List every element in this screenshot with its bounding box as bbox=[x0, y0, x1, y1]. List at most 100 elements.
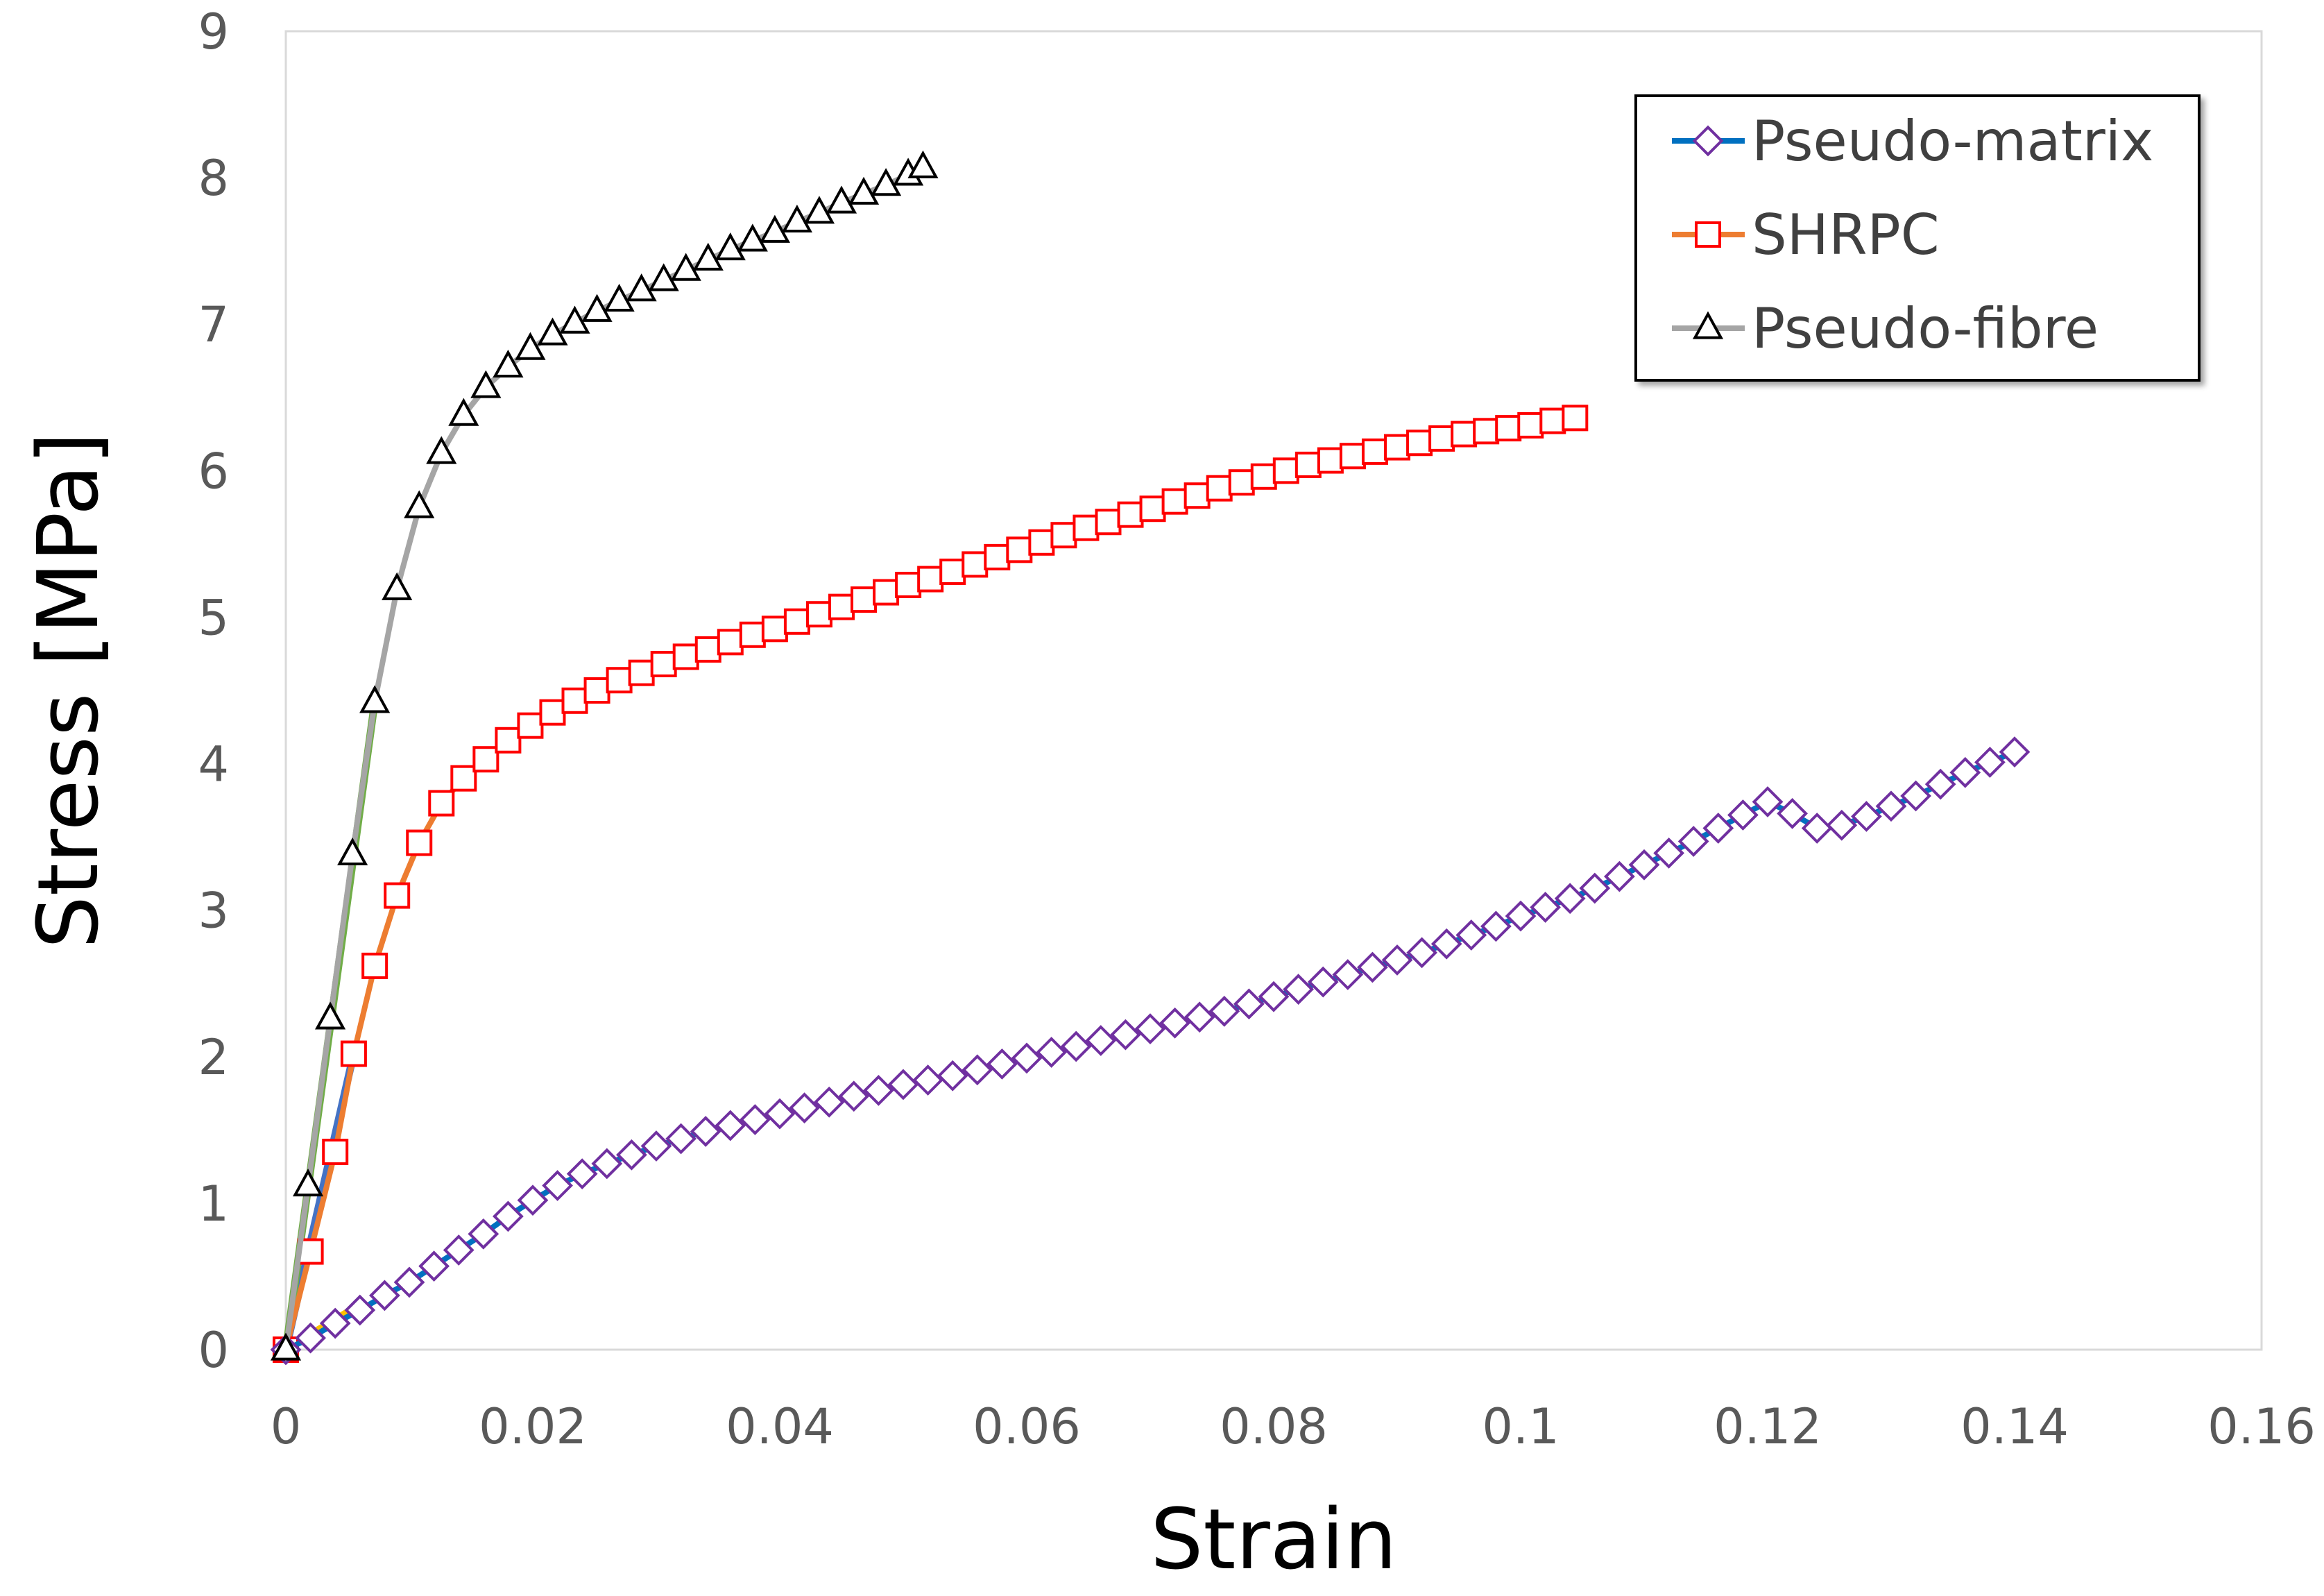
data-point bbox=[694, 636, 721, 663]
data-point bbox=[962, 551, 989, 578]
data-point bbox=[1480, 910, 1512, 942]
data-point bbox=[1233, 988, 1265, 1020]
data-point bbox=[789, 1092, 820, 1124]
x-tick-label: 0.04 bbox=[726, 1398, 834, 1455]
data-point bbox=[1451, 421, 1478, 448]
data-point bbox=[1073, 514, 1100, 541]
data-point bbox=[761, 616, 788, 643]
data-point bbox=[1752, 786, 1784, 817]
data-point bbox=[561, 687, 588, 714]
data-point bbox=[517, 1185, 549, 1216]
data-point bbox=[591, 1148, 623, 1180]
data-point bbox=[690, 1116, 721, 1147]
data-point bbox=[1159, 1007, 1190, 1039]
data-point bbox=[1307, 966, 1339, 998]
legend-label: SHRPC bbox=[1752, 203, 1940, 267]
data-point bbox=[1604, 860, 1635, 892]
data-point bbox=[616, 1139, 647, 1171]
y-tick-label: 1 bbox=[198, 1175, 229, 1232]
data-point bbox=[1095, 509, 1122, 536]
data-point bbox=[515, 332, 546, 360]
data-point bbox=[361, 952, 388, 979]
data-point bbox=[986, 1048, 1018, 1080]
data-point bbox=[1384, 434, 1410, 461]
data-point bbox=[314, 1001, 346, 1030]
data-point bbox=[295, 1322, 326, 1354]
data-point bbox=[670, 253, 701, 281]
data-point bbox=[912, 1064, 943, 1096]
data-point bbox=[984, 543, 1011, 570]
data-point bbox=[537, 317, 568, 346]
data-point bbox=[1727, 799, 1759, 831]
data-point bbox=[418, 1250, 450, 1282]
y-tick-label: 7 bbox=[198, 296, 229, 353]
data-point bbox=[583, 677, 610, 704]
data-point bbox=[1036, 1037, 1067, 1068]
series-line bbox=[284, 749, 2016, 1352]
data-point bbox=[1361, 438, 1388, 465]
data-point bbox=[566, 1158, 598, 1190]
data-point bbox=[1184, 1001, 1215, 1033]
data-point bbox=[759, 214, 790, 243]
data-point bbox=[384, 882, 411, 909]
y-tick-label: 3 bbox=[198, 883, 229, 940]
data-point bbox=[393, 1266, 425, 1298]
data-point bbox=[559, 305, 590, 334]
data-point bbox=[1206, 475, 1233, 502]
legend-entries: Pseudo-matrix SHRPC Pseudo-fibre bbox=[1672, 109, 2153, 361]
data-point bbox=[907, 150, 939, 178]
series-shrpc bbox=[273, 405, 1589, 1363]
data-point bbox=[359, 685, 391, 713]
data-point bbox=[443, 1234, 475, 1266]
data-point bbox=[848, 176, 880, 205]
y-axis-title: Stress [MPa] bbox=[21, 432, 117, 949]
data-point bbox=[1050, 522, 1077, 549]
data-point bbox=[1381, 944, 1413, 976]
data-point bbox=[322, 1139, 349, 1165]
data-point bbox=[739, 621, 766, 648]
data-point bbox=[1117, 501, 1144, 528]
data-point bbox=[1332, 959, 1364, 990]
data-point bbox=[1011, 1042, 1043, 1074]
data-point bbox=[1554, 883, 1586, 915]
legend-label: Pseudo-matrix bbox=[1752, 109, 2153, 173]
data-point bbox=[1530, 892, 1561, 923]
data-point bbox=[539, 699, 566, 726]
data-point bbox=[1085, 1025, 1117, 1056]
data-point bbox=[813, 1086, 845, 1118]
data-point bbox=[604, 283, 635, 312]
data-point bbox=[1295, 451, 1322, 478]
y-tick-label: 0 bbox=[198, 1322, 229, 1379]
y-tick-label: 6 bbox=[198, 443, 229, 500]
data-point bbox=[1473, 418, 1500, 445]
legend-label: Pseudo-fibre bbox=[1752, 296, 2099, 361]
data-point bbox=[783, 608, 810, 635]
x-tick-label: 0.16 bbox=[2207, 1398, 2316, 1455]
data-point bbox=[826, 185, 857, 214]
x-axis-ticks: 0 0.02 0.04 0.06 0.08 0.1 0.12 0.14 0.16 bbox=[271, 1398, 2316, 1455]
x-axis-title: Strain bbox=[1150, 1492, 1397, 1588]
data-point bbox=[895, 572, 922, 598]
legend-item: Pseudo-matrix bbox=[1672, 109, 2153, 173]
data-point bbox=[1060, 1030, 1092, 1062]
y-tick-label: 2 bbox=[198, 1029, 229, 1086]
data-point bbox=[1357, 951, 1388, 983]
x-tick-label: 0 bbox=[271, 1398, 302, 1455]
data-point bbox=[962, 1054, 993, 1086]
data-point bbox=[628, 659, 655, 686]
data-point bbox=[1653, 837, 1684, 869]
data-point bbox=[715, 232, 746, 261]
y-tick-label: 8 bbox=[198, 150, 229, 207]
data-point bbox=[581, 294, 613, 322]
x-tick-label: 0.12 bbox=[1714, 1398, 1822, 1455]
data-point bbox=[1208, 995, 1240, 1027]
legend: Pseudo-matrix SHRPC Pseudo-fibre bbox=[1634, 94, 2201, 382]
data-point bbox=[1258, 980, 1290, 1012]
x-tick-label: 0.14 bbox=[1960, 1398, 2069, 1455]
data-point bbox=[448, 398, 479, 426]
data-point bbox=[665, 1123, 697, 1155]
data-point bbox=[606, 667, 633, 694]
data-point bbox=[450, 765, 477, 792]
